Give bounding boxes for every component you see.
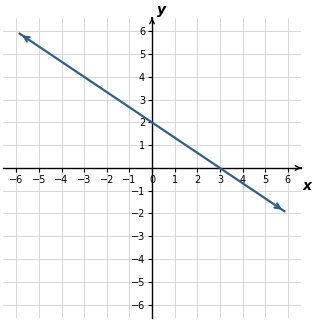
- Text: x: x: [302, 179, 311, 193]
- Text: y: y: [157, 3, 165, 17]
